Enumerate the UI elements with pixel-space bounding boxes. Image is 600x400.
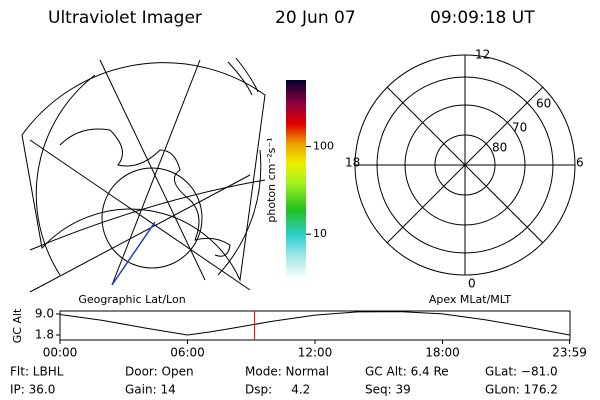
x-tick-label: 06:00 (170, 346, 205, 360)
x-tick-label: 18:00 (425, 346, 460, 360)
y-tick-label: 1.8 (35, 328, 54, 342)
colorbar-tick-label: 100 (313, 140, 334, 153)
colorbar-tick-label: 10 (313, 227, 327, 240)
info-field: Mode: Normal (245, 365, 329, 379)
mlt-label: 12 (475, 48, 490, 62)
mlt-label: 6 (576, 156, 584, 170)
lat-label: 60 (536, 97, 551, 111)
info-field: Seq: 39 (365, 383, 411, 397)
geo-label: Geographic Lat/Lon (78, 293, 185, 306)
info-field: Flt: LBHL (10, 365, 64, 379)
y-tick-label: 9.0 (35, 306, 54, 320)
apex-label: Apex MLat/MLT (429, 293, 512, 306)
date: 20 Jun 07 (275, 8, 356, 28)
info-field: IP: 36.0 (10, 383, 55, 397)
x-tick-label: 23:59 (552, 346, 587, 360)
mlt-label: 0 (468, 277, 476, 291)
info-field: GLat: −81.0 (485, 365, 558, 379)
info-field: Door: Open (125, 365, 194, 379)
info-field: Gain: 14 (125, 383, 176, 397)
x-tick-label: 00:00 (43, 346, 78, 360)
mlt-label: 18 (345, 156, 360, 170)
time: 09:09:18 UT (430, 8, 535, 28)
colorbar (286, 80, 306, 280)
info-field: Dsp: 4.2 (245, 383, 310, 397)
altitude-line (59, 311, 570, 336)
polar-grid (354, 54, 576, 276)
info-field: GC Alt: 6.4 Re (365, 365, 449, 379)
lat-label: 80 (492, 141, 507, 155)
info-field: GLon: 176.2 (485, 383, 558, 397)
y-axis-label: GC Alt (11, 308, 24, 343)
colorbar-label: photon cm⁻²s⁻¹ (265, 137, 278, 222)
title: Ultraviolet Imager (48, 8, 202, 28)
lat-label: 70 (512, 121, 527, 135)
geo-map (21, 57, 266, 293)
x-tick-label: 12:00 (298, 346, 333, 360)
